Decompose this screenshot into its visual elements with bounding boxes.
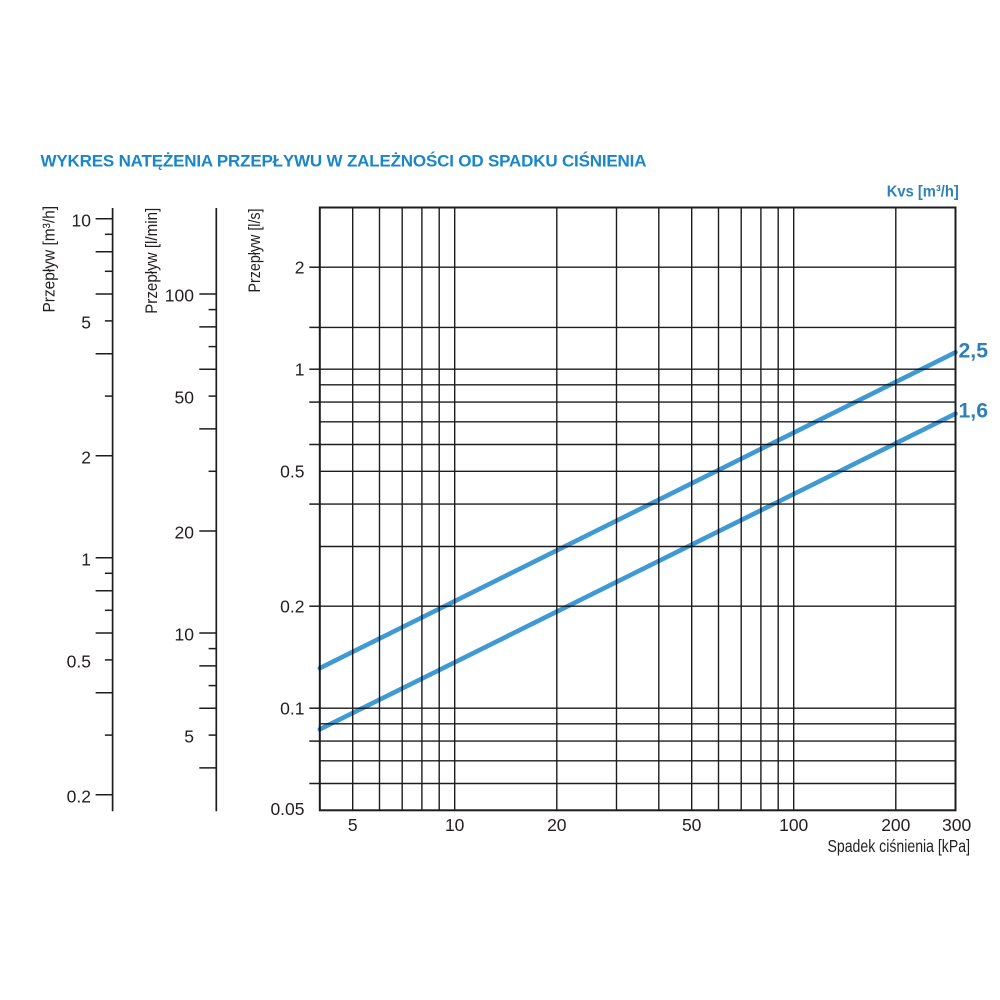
svg-text:10: 10 [175, 625, 195, 645]
svg-text:Przepływ [l/s]: Przepływ [l/s] [246, 209, 264, 293]
svg-text:Przepływ [l/min]: Przepływ [l/min] [143, 208, 161, 314]
svg-text:300: 300 [942, 815, 971, 835]
svg-text:100: 100 [779, 815, 808, 835]
svg-text:10: 10 [445, 815, 465, 835]
svg-text:0.2: 0.2 [67, 786, 91, 806]
svg-text:50: 50 [682, 815, 702, 835]
svg-text:5: 5 [184, 727, 194, 747]
svg-text:1,6: 1,6 [959, 399, 989, 422]
svg-text:Spadek ciśnienia [kPa]: Spadek ciśnienia [kPa] [828, 836, 971, 856]
svg-text:100: 100 [165, 286, 194, 306]
svg-text:20: 20 [547, 815, 567, 835]
svg-text:20: 20 [175, 523, 195, 543]
svg-text:5: 5 [348, 815, 358, 835]
svg-text:0.1: 0.1 [280, 698, 304, 718]
svg-text:50: 50 [175, 388, 195, 408]
svg-text:2,5: 2,5 [959, 339, 989, 362]
svg-text:2: 2 [81, 447, 91, 467]
svg-text:WYKRES NATĘŻENIA PRZEPŁYWU W Z: WYKRES NATĘŻENIA PRZEPŁYWU W ZALEŻNOŚCI … [41, 152, 647, 171]
svg-text:1: 1 [295, 359, 305, 379]
svg-text:10: 10 [72, 210, 92, 230]
svg-text:2: 2 [295, 257, 305, 277]
svg-text:0.5: 0.5 [67, 651, 91, 671]
svg-text:0.05: 0.05 [270, 799, 304, 819]
svg-text:0.5: 0.5 [280, 462, 304, 482]
svg-text:1: 1 [81, 549, 91, 569]
svg-text:Przepływ [m³/h]: Przepływ [m³/h] [40, 206, 58, 313]
svg-text:5: 5 [81, 312, 91, 332]
svg-text:0.2: 0.2 [280, 596, 304, 616]
svg-text:200: 200 [881, 815, 910, 835]
svg-text:Kvs [m³/h]: Kvs [m³/h] [887, 184, 959, 201]
